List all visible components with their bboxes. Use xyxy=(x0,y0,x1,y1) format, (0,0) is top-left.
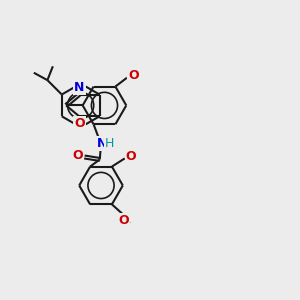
Text: O: O xyxy=(118,214,129,227)
Text: O: O xyxy=(126,150,136,163)
Text: N: N xyxy=(97,137,107,150)
Text: O: O xyxy=(74,117,85,130)
Text: O: O xyxy=(72,149,83,162)
Text: H: H xyxy=(105,137,114,150)
Text: O: O xyxy=(128,69,139,82)
Text: N: N xyxy=(74,81,85,94)
